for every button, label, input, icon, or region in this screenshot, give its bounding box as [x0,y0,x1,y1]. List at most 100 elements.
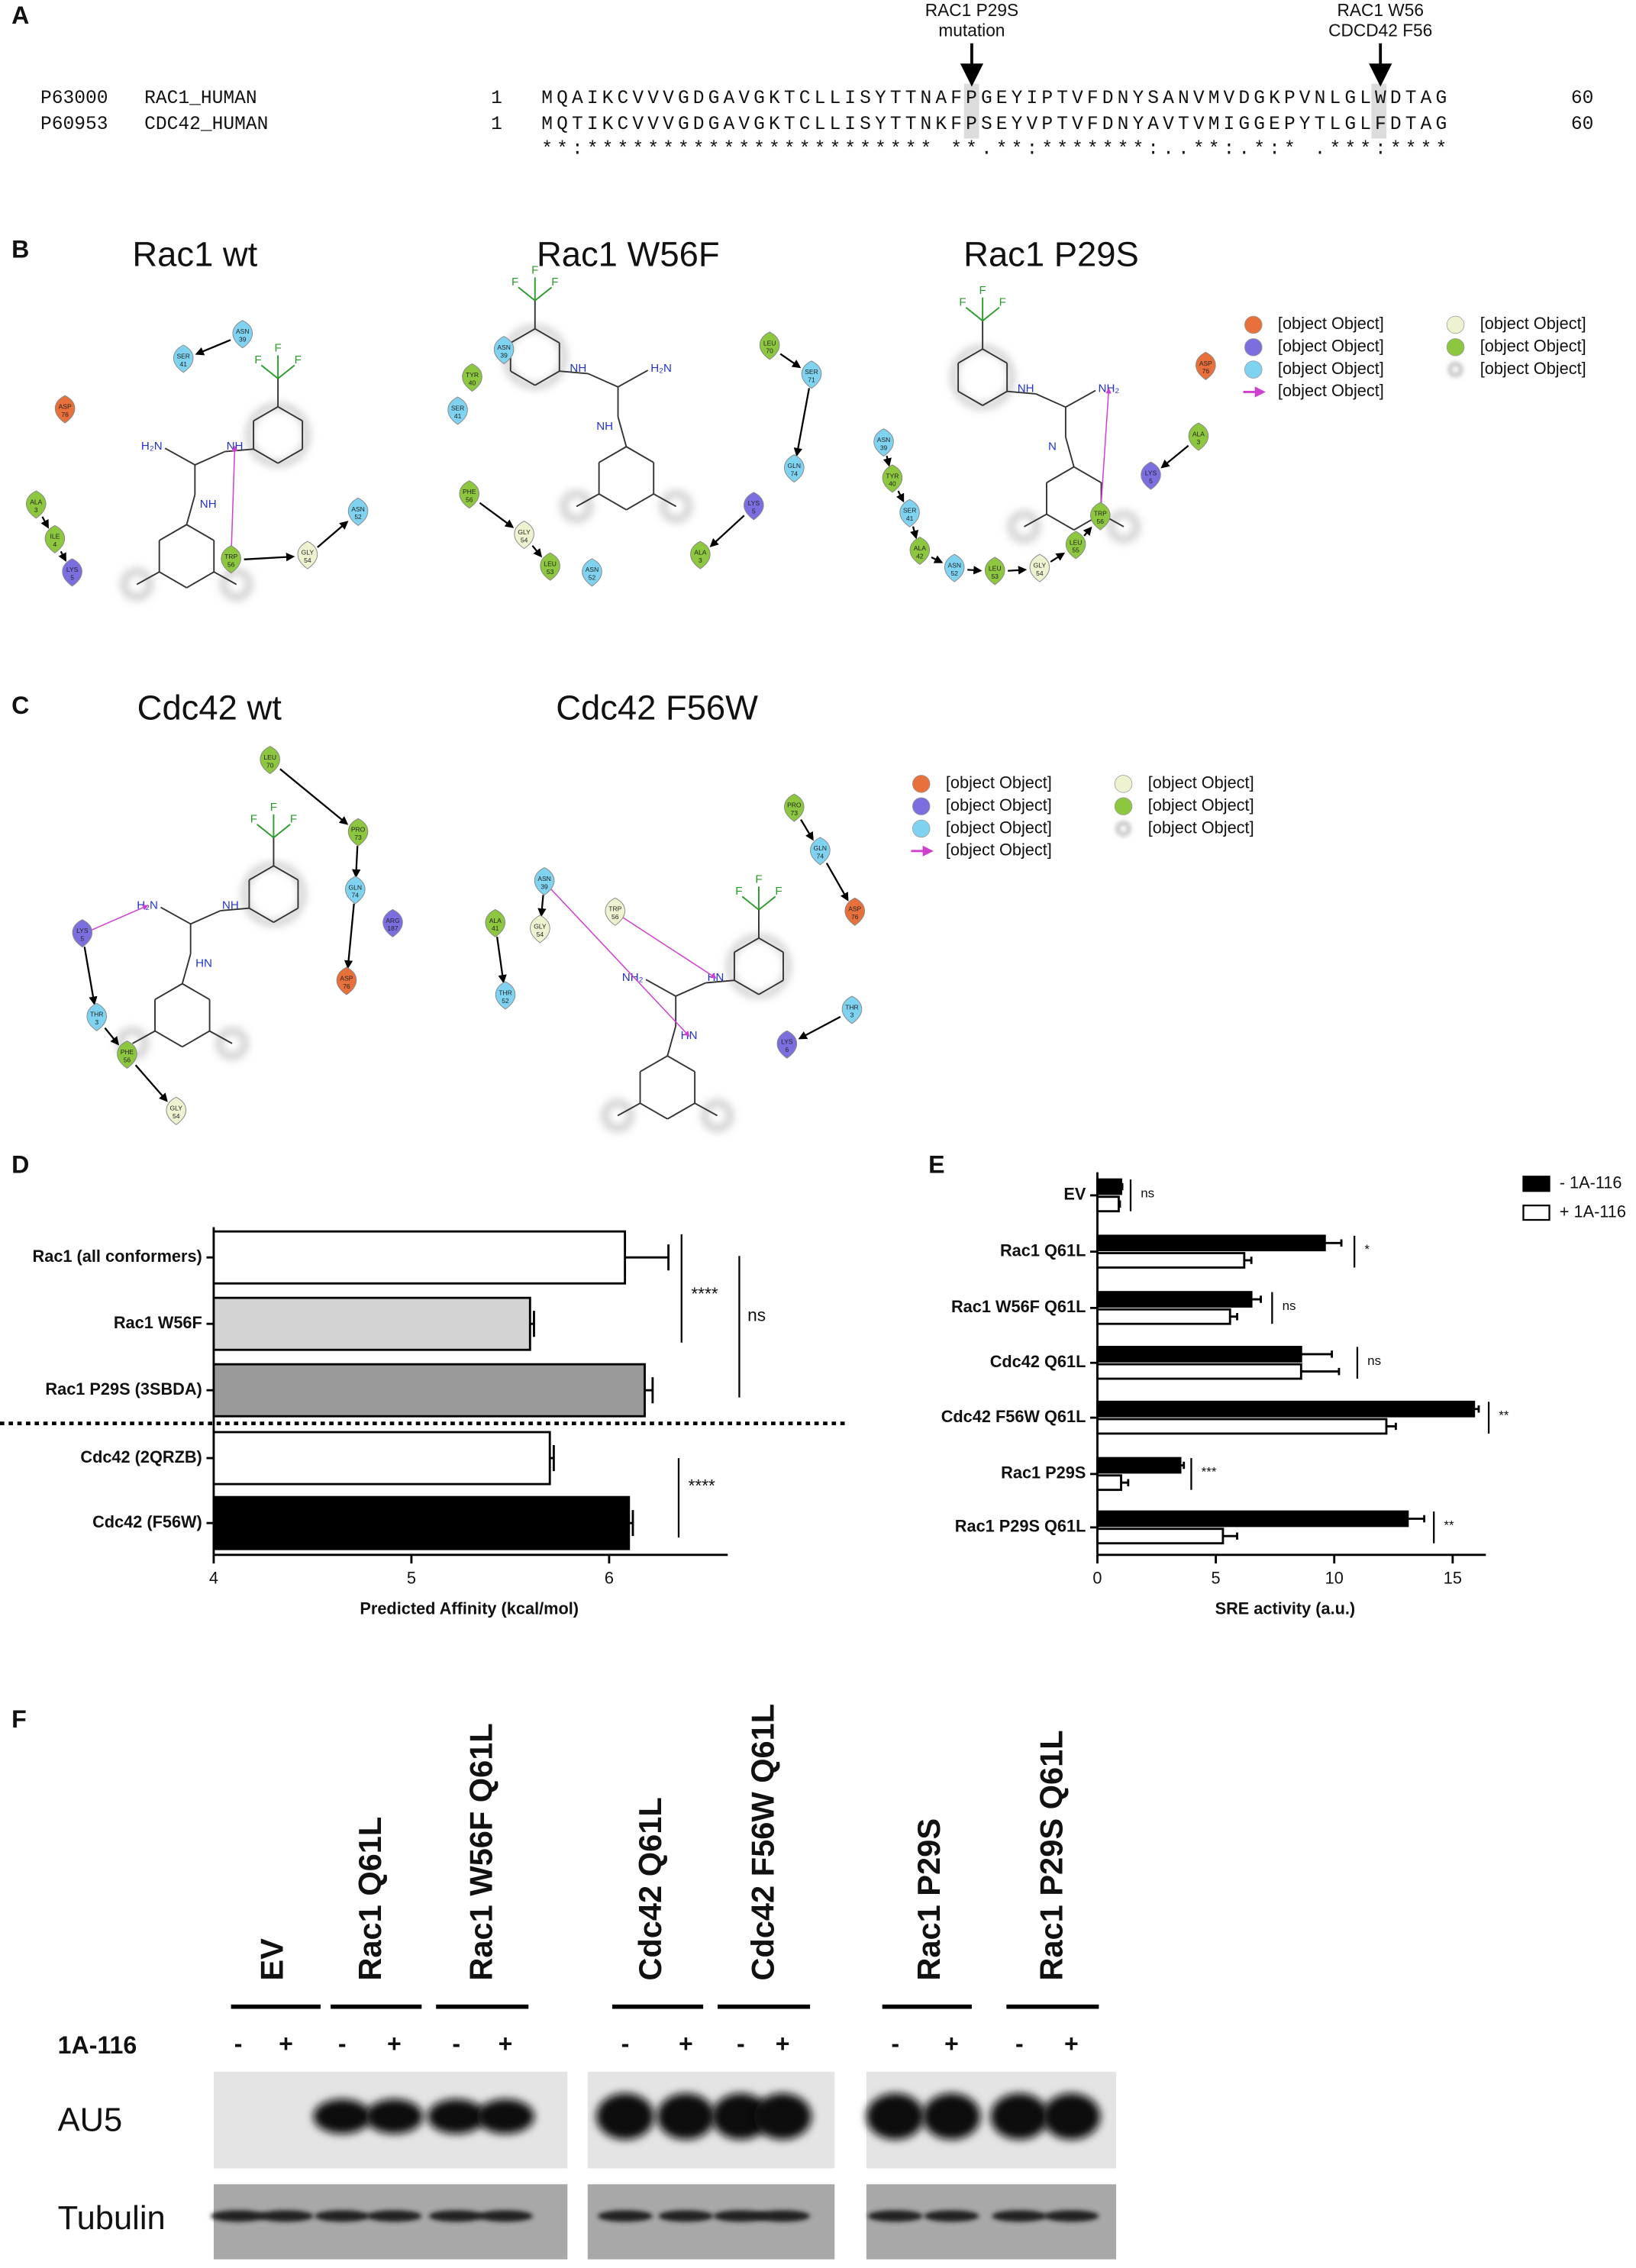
bond [273,824,291,838]
start: 1 [491,89,502,109]
end: 60 [1571,115,1594,135]
residue [62,558,82,587]
bar [1096,1528,1225,1545]
bond [625,493,654,511]
residue-name: ASP [59,403,72,411]
significance-label: **** [689,1476,715,1495]
bond [253,406,279,422]
residue-number: 52 [951,569,959,577]
legend-label: [object Object] [1480,314,1586,333]
bond [277,448,303,464]
residue-link [1008,566,1028,575]
residue-number: 5 [80,934,84,942]
annotation: CDCD42 F56 [1328,21,1432,40]
atom-label: NH [1018,382,1034,395]
residue [801,360,822,389]
residue-name: SER [805,368,818,376]
atom-label: F [735,885,742,898]
band [366,2210,422,2222]
residue-link [195,339,231,356]
panel-label: E [928,1151,944,1179]
legend-swatch [912,819,931,838]
residue [690,540,711,569]
treatment: + [387,2030,402,2057]
panel-label: C [11,692,29,719]
atom-label: NH [570,362,586,375]
residue-name: LYS [781,1038,793,1046]
y-tick-label: Cdc42 (2QRZB) [80,1447,202,1466]
residue-number: 5 [70,574,74,582]
legend-swatch [912,775,931,793]
bond [534,370,560,386]
residue [166,1096,186,1125]
protein-name: RAC1_HUMAN [144,89,257,109]
bar [212,1431,551,1486]
residue-number: 56 [611,913,619,921]
residue-link [40,516,49,529]
accession: P63000 [40,89,108,109]
bond [159,571,187,589]
residue [1141,461,1161,490]
residue-number: 53 [547,568,554,576]
residue [899,498,920,527]
band [867,2210,923,2222]
bond [982,348,1008,364]
solvent-exposure [701,1099,734,1132]
residue-link [709,515,745,547]
residue-name: LYS [66,566,79,573]
bond [734,937,760,953]
bond [640,1055,668,1073]
band [211,2210,266,2222]
legend-swatch [1244,338,1263,356]
residue [810,837,831,866]
bond [957,348,983,364]
residue-name: LEU [989,564,1002,572]
lane-label: Rac1 P29S Q61L [1034,1730,1070,1980]
accession: P60953 [40,115,108,135]
residue-link [83,947,98,1005]
bond [965,307,983,321]
bond [1064,437,1075,467]
solvent-exposure [220,568,253,601]
y-tick-label: EV [1063,1185,1086,1204]
treatment: - [338,2030,347,2057]
residue-name: GLN [788,462,801,469]
bond [248,865,274,881]
lane-label: Rac1 Q61L [352,1817,388,1981]
residue-number: 41 [454,412,462,420]
residue-number: 39 [540,882,548,890]
residue [72,919,93,948]
bond [186,571,215,589]
error-bar [1244,1257,1253,1264]
residue-name: ASP [340,974,353,982]
residue-link [931,555,944,563]
bond [213,571,237,586]
error-bar [1407,1515,1426,1523]
band [315,2210,370,2222]
bond [260,364,279,379]
atom-label: H₂N [650,362,672,375]
bond [982,390,1008,406]
residue-link [244,553,295,562]
end: 60 [1571,89,1594,109]
bond [159,524,187,541]
y-tick-label: Rac1 P29S Q61L [955,1517,1086,1536]
solvent-exposure [216,1028,248,1060]
residue [86,1002,107,1031]
highlight [963,83,979,139]
y-tick-label: Cdc42 Q61L [990,1352,1086,1371]
residue-number: 6 [785,1046,789,1053]
residue [297,540,318,569]
residue-link [134,1064,168,1102]
residue [784,454,805,483]
residue-number: 39 [500,351,508,359]
bond [982,307,1000,321]
residue [495,981,516,1010]
error-bar [1251,1295,1262,1303]
band [712,2093,770,2140]
residue-name: ASN [497,344,510,351]
atom-label: H₂N [141,440,163,453]
annotation: mutation [938,21,1005,40]
x-tick-label: 15 [1444,1569,1462,1588]
treatment: - [452,2030,460,2057]
